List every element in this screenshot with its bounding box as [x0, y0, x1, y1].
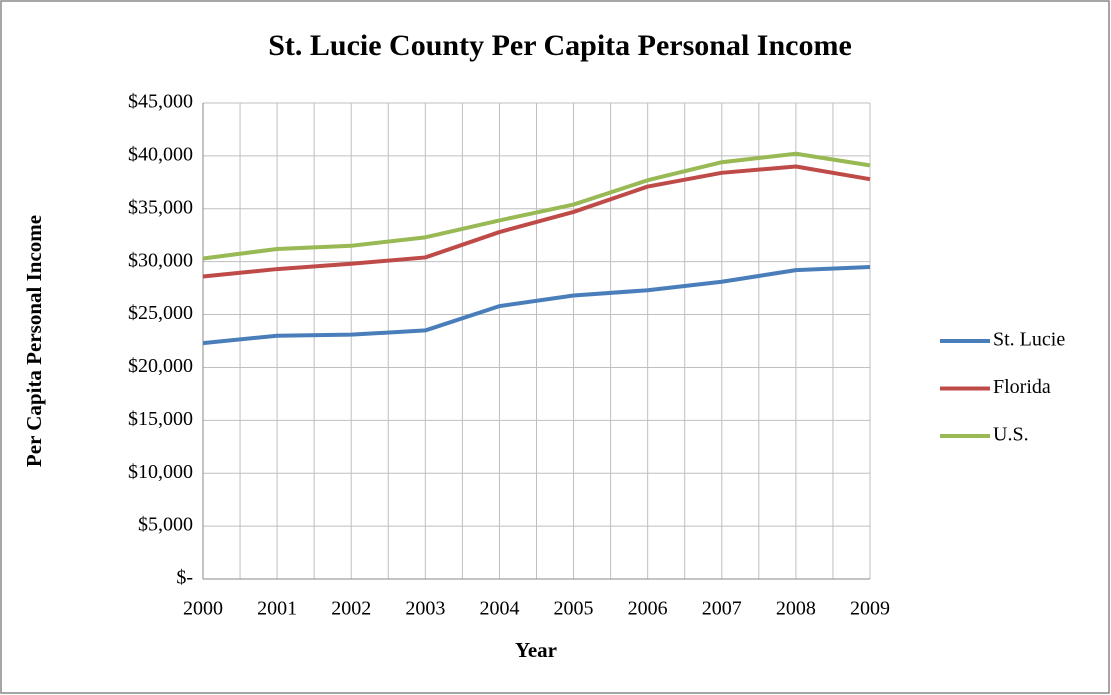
series-line: [202, 151, 871, 261]
x-tick-label: 2003: [405, 598, 445, 620]
y-tick-label: $15,000: [128, 408, 193, 430]
x-tick-label: 2009: [850, 598, 890, 620]
y-tick-label: $35,000: [128, 196, 193, 218]
y-tick-label: $25,000: [128, 302, 193, 324]
y-tick-label: $-: [176, 567, 193, 589]
y-tick-label: $10,000: [128, 461, 193, 483]
y-tick-label: $5,000: [138, 514, 193, 536]
legend-label: Florida: [993, 376, 1051, 398]
x-tick-label: 2007: [702, 598, 742, 620]
legend-label: St. Lucie: [993, 329, 1065, 351]
legend-label: U.S.: [993, 424, 1029, 446]
x-tick-label: 2000: [183, 598, 223, 620]
y-tick-label: $20,000: [128, 355, 193, 377]
x-tick-label: 2001: [257, 598, 297, 620]
y-tick-label: $40,000: [128, 143, 193, 165]
series-line: [202, 264, 871, 346]
x-tick-label: 2006: [628, 598, 668, 620]
series-line: [202, 164, 871, 279]
x-axis-label: Year: [515, 638, 557, 662]
y-tick-label: $45,000: [128, 91, 193, 113]
chart-title: St. Lucie County Per Capita Personal Inc…: [268, 29, 852, 62]
y-tick-label: $30,000: [128, 249, 193, 271]
x-tick-label: 2008: [776, 598, 816, 620]
x-tick-label: 2005: [554, 598, 594, 620]
y-axis-label: Per Capita Personal Income: [22, 215, 46, 467]
x-tick-label: 2004: [479, 598, 519, 620]
x-tick-label: 2002: [331, 598, 371, 620]
